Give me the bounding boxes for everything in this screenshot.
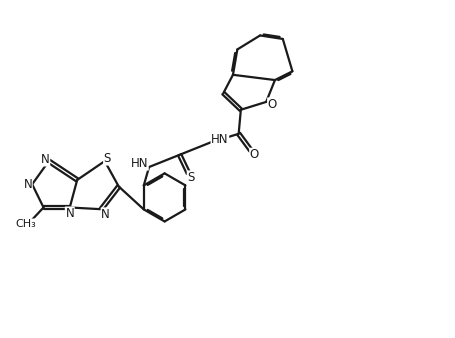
Text: O: O <box>249 148 258 161</box>
Text: HN: HN <box>131 157 148 170</box>
Text: N: N <box>101 208 110 221</box>
Text: HN: HN <box>211 132 228 146</box>
Text: CH₃: CH₃ <box>15 219 36 229</box>
Text: N: N <box>65 207 74 220</box>
Text: N: N <box>41 153 50 166</box>
Text: N: N <box>23 178 32 191</box>
Text: S: S <box>103 152 111 165</box>
Text: O: O <box>267 98 276 111</box>
Text: S: S <box>187 171 194 184</box>
